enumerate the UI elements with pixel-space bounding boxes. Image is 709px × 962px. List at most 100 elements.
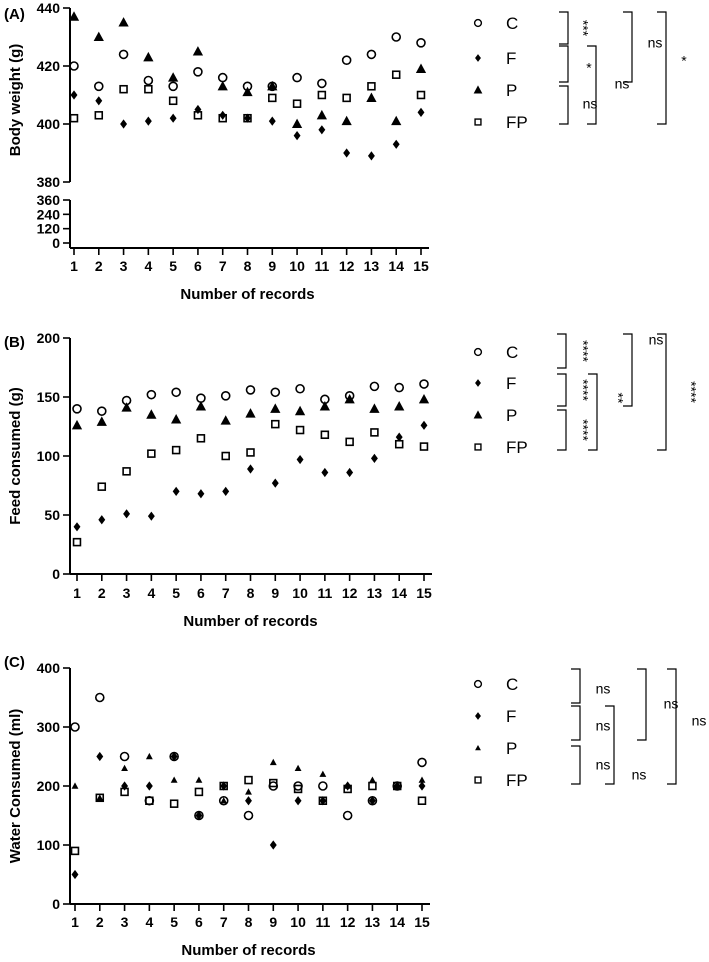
legend-label-fp: FP [506,438,528,457]
data-point-fp [419,442,429,451]
significance-bracket [559,11,569,45]
data-point-p [341,115,352,126]
data-point-f [197,489,205,499]
x-tick-label: 5 [172,585,180,601]
x-tick-label: 8 [244,258,252,274]
legend-label-f: F [506,374,516,393]
data-point-f [269,840,277,850]
data-point-p [121,402,132,412]
data-point-f [195,810,203,821]
y-tick-label: 0 [52,896,60,912]
data-point-fp [243,113,252,123]
data-point-f [169,113,177,123]
panel-label: (A) [4,6,25,23]
data-point-c [143,75,154,86]
x-tick-label: 2 [98,585,106,601]
data-point-p [171,414,182,424]
legend-marker-c [473,18,483,28]
significance-label: ns [596,681,611,697]
legend-marker-p [473,85,483,94]
data-point-p [294,405,306,416]
data-point-p [291,118,303,129]
x-tick-label: 3 [123,585,131,601]
x-axis-title: Number of records [180,286,314,303]
x-tick-label: 5 [169,258,177,274]
data-point-fp [394,439,404,449]
data-point-p [270,403,281,413]
data-point-fp [317,90,327,100]
data-point-p [68,11,80,21]
data-point-c [119,751,130,762]
data-point-fp [194,787,204,797]
data-point-c [341,55,352,66]
significance-bracket [587,45,597,125]
significance-label: **** [575,340,591,362]
legend-marker-f [475,712,481,720]
data-point-f [98,515,106,525]
data-point-fp [292,99,302,108]
data-point-fp [416,90,426,100]
data-point-f [172,486,180,496]
x-tick-label: 1 [70,258,78,274]
data-point-p [369,776,376,783]
data-point-fp [72,537,82,547]
data-point-p [93,31,104,42]
data-point-p [195,776,203,783]
legend-label-f: F [506,707,516,726]
x-tick-label: 5 [170,914,178,930]
data-point-p [146,409,157,419]
x-tick-label: 6 [195,914,203,930]
data-point-p [319,770,327,777]
y-tick-label: 240 [37,206,61,222]
data-point-fp [168,96,178,106]
y-tick-label: 420 [37,58,61,74]
significance-label: ns [583,96,598,112]
data-point-c [217,72,228,83]
data-point-fp [293,784,303,794]
x-tick-label: 8 [247,585,255,601]
data-point-fp [169,799,179,808]
legend-marker-f [475,379,481,387]
data-point-c [220,391,231,401]
x-axis-title: Number of records [183,613,317,630]
data-point-fp [69,113,79,123]
data-point-c [292,72,302,83]
data-point-p [394,401,405,411]
data-point-f [294,796,302,806]
data-point-p [369,403,380,413]
data-point-c [243,810,254,821]
significance-label: **** [575,379,591,401]
data-point-p [71,419,83,430]
x-tick-label: 15 [413,258,429,274]
data-point-f [296,454,304,465]
x-tick-label: 3 [120,258,128,274]
x-tick-label: 14 [391,585,407,601]
x-tick-label: 15 [414,914,430,930]
data-point-c [245,385,256,395]
x-tick-label: 4 [147,585,155,601]
significance-bracket [557,409,567,451]
data-point-fp [246,448,255,457]
data-point-fp [417,796,427,805]
x-tick-label: 9 [271,585,279,601]
data-point-fp [368,781,377,791]
data-point-f [367,151,375,161]
significance-bracket [588,373,598,451]
data-point-fp [122,467,131,476]
significance-label: ns [664,696,679,712]
data-point-c [317,78,327,89]
x-tick-label: 11 [314,258,329,274]
data-point-f [70,90,78,100]
data-point-c [295,383,305,394]
data-point-fp [244,775,253,785]
data-point-f [73,522,81,532]
data-point-f [417,107,425,117]
data-point-f [319,796,327,806]
x-tick-label: 1 [73,585,81,601]
legend-label-c: C [506,14,518,33]
data-point-f [123,509,131,519]
legend-marker-f [475,54,481,62]
data-point-p [294,764,302,771]
significance-label: ns [632,767,647,783]
